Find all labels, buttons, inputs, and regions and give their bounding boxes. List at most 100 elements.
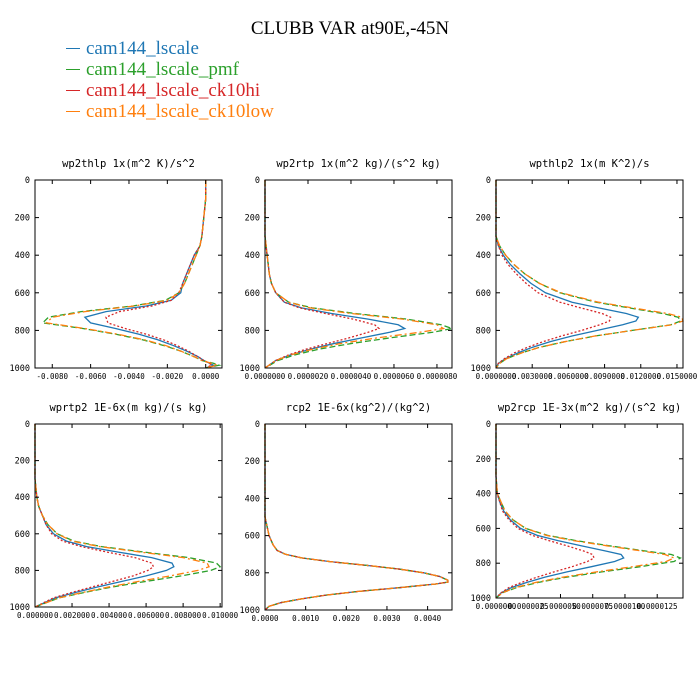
series-line <box>264 180 381 369</box>
plot-frame <box>264 423 453 611</box>
x-tick-label: 0.0000060 <box>374 372 415 381</box>
chart-panel: wp2thlp 1x(m^2 K)/s^2 0 200 400 600 800 1000 -0… <box>10 158 223 381</box>
x-tick-label: 0.0120000 <box>620 372 661 381</box>
x-tick-label: -0.0080 <box>36 372 68 381</box>
x-tick-label: -0.0020 <box>152 372 184 381</box>
y-tick-label: 800 <box>245 569 260 579</box>
y-tick-label: 600 <box>245 289 260 299</box>
x-tick-label: 0.0000000 <box>476 602 517 611</box>
plot-frame <box>495 179 684 369</box>
y-tick-label: 0 <box>486 420 491 430</box>
chart-panel: rcp2 1E-6x(kg^2)/(kg^2) 0 200 400 600 800 1000… <box>240 402 453 623</box>
y-tick-label: 400 <box>15 493 30 503</box>
legend-swatch <box>66 90 80 91</box>
y-tick-label: 400 <box>245 494 260 504</box>
figure-title: CLUBB VAR at90E,-45N <box>250 18 450 39</box>
y-tick-label: 600 <box>15 289 30 299</box>
x-tick-label: 0.0000000 <box>245 372 286 381</box>
x-tick-label: 0.0000040 <box>331 372 372 381</box>
x-tick-label: 0.0090000 <box>584 372 625 381</box>
series-line <box>264 180 455 369</box>
x-tick-label: 0.0150000 <box>657 372 698 381</box>
y-tick-label: 0 <box>486 176 491 186</box>
legend-label: cam144_lscale_pmf <box>86 58 240 80</box>
y-tick-label: 1000 <box>240 606 260 616</box>
legend-label: cam144_lscale <box>86 37 199 59</box>
chart-title: rcp2 1E-6x(kg^2)/(kg^2) <box>286 402 431 414</box>
series-line <box>34 424 210 608</box>
legend-swatch <box>66 48 80 49</box>
y-tick-label: 800 <box>15 326 30 336</box>
x-tick-label: 0.0040 <box>414 614 442 623</box>
y-tick-label: 200 <box>476 455 491 465</box>
y-tick-label: 0 <box>25 176 30 186</box>
y-tick-label: 800 <box>245 326 260 336</box>
x-tick-label: 0.0000050 <box>540 602 581 611</box>
x-tick-label: 0.0000100 <box>605 602 646 611</box>
x-tick-label: 0.0000 <box>192 372 220 381</box>
y-tick-label: 1000 <box>10 364 30 374</box>
series-line <box>495 180 612 369</box>
x-tick-label: 0.0000075 <box>572 602 613 611</box>
series-line <box>41 180 222 369</box>
series-line <box>264 424 449 611</box>
y-tick-label: 600 <box>476 524 491 534</box>
x-tick-label: 0.002000 <box>54 611 91 620</box>
series-line <box>264 180 407 369</box>
series-line <box>34 424 155 608</box>
x-tick-label: 0.0030 <box>373 614 401 623</box>
y-tick-label: 600 <box>476 289 491 299</box>
x-tick-label: 0.0060000 <box>548 372 589 381</box>
chart-title: wprtp2 1E-6x(m kg)/(s kg) <box>49 402 207 414</box>
legend-swatch <box>66 69 80 70</box>
plot-frame <box>34 179 223 369</box>
x-tick-label: 0.0000000 <box>476 372 517 381</box>
y-tick-label: 200 <box>245 214 260 224</box>
y-tick-label: 1000 <box>471 364 491 374</box>
y-tick-label: 1000 <box>240 364 260 374</box>
plot-frame <box>495 423 684 599</box>
y-tick-label: 800 <box>476 559 491 569</box>
y-tick-label: 600 <box>15 530 30 540</box>
y-tick-label: 800 <box>15 566 30 576</box>
y-tick-label: 1000 <box>471 594 491 604</box>
series-line <box>45 180 220 369</box>
legend-entry: cam144_lscale <box>66 38 274 59</box>
legend-swatch <box>66 111 80 112</box>
series-line <box>264 180 446 369</box>
x-tick-label: 0.0010 <box>292 614 320 623</box>
y-tick-label: 400 <box>245 251 260 261</box>
x-tick-label: 0.000000 <box>17 611 54 620</box>
chart-panel: wp2rcp 1E-3x(m^2 kg)/(s^2 kg) 0 200 400 600 8… <box>471 402 684 611</box>
series-line <box>495 180 682 369</box>
series-line <box>495 180 684 369</box>
legend-label: cam144_lscale_ck10low <box>86 100 274 122</box>
chart-title: wp2rtp 1x(m^2 kg)/(s^2 kg) <box>276 158 440 170</box>
legend-label: cam144_lscale_ck10hi <box>86 79 261 101</box>
chart-title: wpthlp2 1x(m K^2)/s <box>529 158 649 170</box>
chart-title: wp2thlp 1x(m^2 K)/s^2 <box>62 158 195 170</box>
chart-panel: wpthlp2 1x(m K^2)/s020040060080010000.00… <box>471 158 698 381</box>
series-line <box>105 180 213 369</box>
y-tick-label: 200 <box>476 214 491 224</box>
x-tick-label: 0.006000 <box>128 611 165 620</box>
y-tick-label: 1000 <box>10 603 30 613</box>
y-tick-label: 400 <box>476 251 491 261</box>
y-tick-label: 200 <box>15 214 30 224</box>
x-tick-label: 0.0000020 <box>288 372 329 381</box>
plot-frame <box>264 179 453 369</box>
series-line <box>495 424 682 599</box>
x-tick-label: 0.0000125 <box>637 602 678 611</box>
series-line <box>495 424 676 599</box>
legend-entry: cam144_lscale_pmf <box>66 59 274 80</box>
y-tick-label: 400 <box>476 490 491 500</box>
plot-frame <box>34 423 223 608</box>
series-line <box>264 424 449 611</box>
series-line <box>495 180 640 369</box>
x-tick-label: 0.0000 <box>251 614 279 623</box>
x-tick-label: 0.0030000 <box>512 372 553 381</box>
series-line <box>34 424 175 608</box>
chart-panel: wprtp2 1E-6x(m kg)/(s kg) 0 200 400 600 800 10… <box>10 402 239 620</box>
y-tick-label: 600 <box>245 532 260 542</box>
